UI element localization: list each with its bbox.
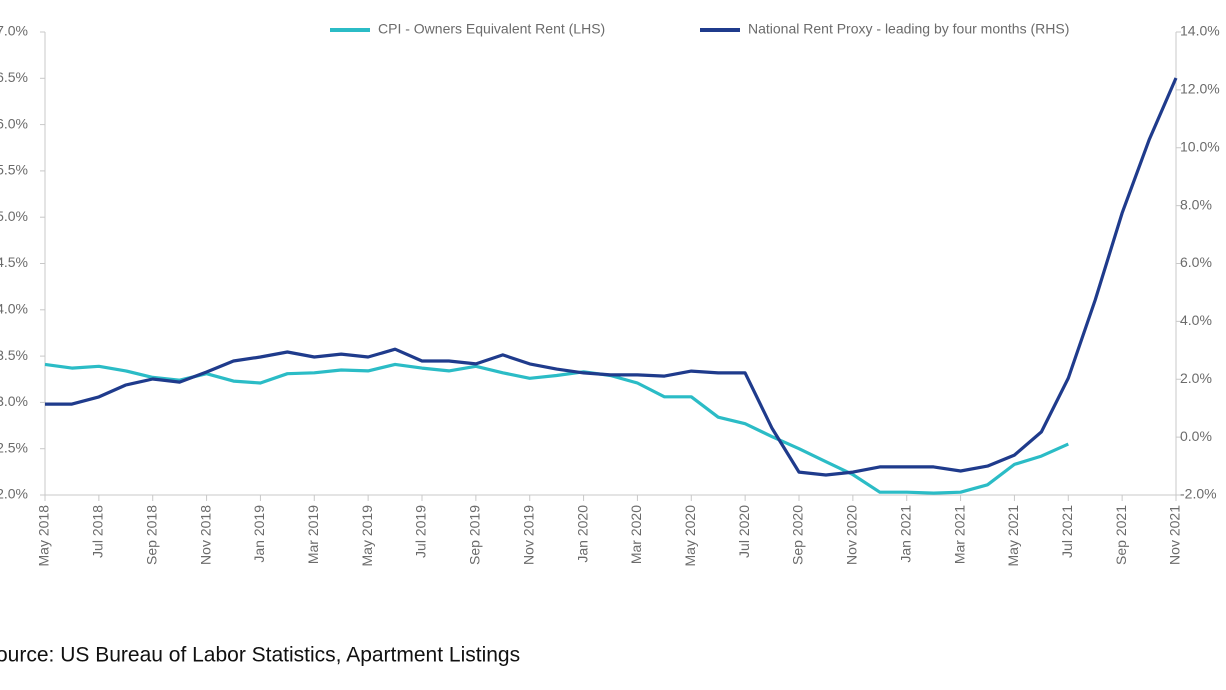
x-tick-label: Jan 2021 — [897, 505, 913, 563]
y-tick-label: 3.0% — [0, 393, 28, 409]
y2-tick-label: -2.0% — [1180, 486, 1217, 502]
y2-tick-label: 14.0% — [1180, 23, 1220, 39]
y-tick-label: 5.5% — [0, 162, 28, 178]
x-tick-label: Jul 2021 — [1059, 505, 1075, 558]
y2-tick-label: 10.0% — [1180, 138, 1220, 154]
x-tick-label: Sep 2019 — [467, 505, 483, 565]
y-tick-label: 5.0% — [0, 208, 28, 224]
legend-label: CPI - Owners Equivalent Rent (LHS) — [378, 21, 605, 37]
y-tick-label: 4.0% — [0, 301, 28, 317]
legend-label: National Rent Proxy - leading by four mo… — [748, 21, 1069, 37]
x-tick-label: Jul 2020 — [736, 505, 752, 558]
x-tick-label: Jul 2019 — [413, 505, 429, 558]
y2-tick-label: 8.0% — [1180, 196, 1212, 212]
y-tick-label: 6.5% — [0, 69, 28, 85]
x-tick-label: Nov 2020 — [844, 505, 860, 565]
y-tick-label: 4.5% — [0, 254, 28, 270]
x-tick-label: Jul 2018 — [90, 505, 106, 558]
x-tick-label: May 2020 — [682, 505, 698, 567]
x-tick-label: Mar 2021 — [951, 505, 967, 564]
series-line — [44, 362, 1069, 495]
y-tick-label: 3.5% — [0, 347, 28, 363]
source-note: Source: US Bureau of Labor Statistics, A… — [0, 644, 520, 667]
x-tick-label: Nov 2018 — [197, 505, 213, 565]
y2-tick-label: 12.0% — [1180, 81, 1220, 97]
y-tick-label: 6.0% — [0, 115, 28, 131]
x-tick-label: May 2019 — [359, 505, 375, 567]
x-tick-label: Sep 2020 — [790, 505, 806, 565]
y2-tick-label: 6.0% — [1180, 254, 1212, 270]
x-tick-label: Nov 2019 — [520, 505, 536, 565]
y2-tick-label: 2.0% — [1180, 370, 1212, 386]
x-tick-label: Sep 2018 — [143, 505, 159, 565]
series-line — [45, 77, 1178, 477]
x-tick-label: May 2021 — [1005, 505, 1021, 567]
x-tick-label: Sep 2021 — [1113, 505, 1129, 565]
x-tick-label: Jan 2020 — [574, 505, 590, 563]
x-tick-label: May 2018 — [36, 505, 52, 567]
x-tick-label: Mar 2020 — [628, 505, 644, 564]
x-tick-label: Nov 2021 — [1167, 505, 1183, 565]
x-tick-label: Jan 2019 — [251, 505, 267, 563]
y-tick-label: 2.0% — [0, 486, 28, 502]
y-tick-label: 2.5% — [0, 439, 28, 455]
y2-tick-label: 0.0% — [1180, 428, 1212, 444]
y-tick-label: 7.0% — [0, 23, 28, 39]
x-tick-label: Mar 2019 — [305, 505, 321, 564]
y2-tick-label: 4.0% — [1180, 312, 1212, 328]
